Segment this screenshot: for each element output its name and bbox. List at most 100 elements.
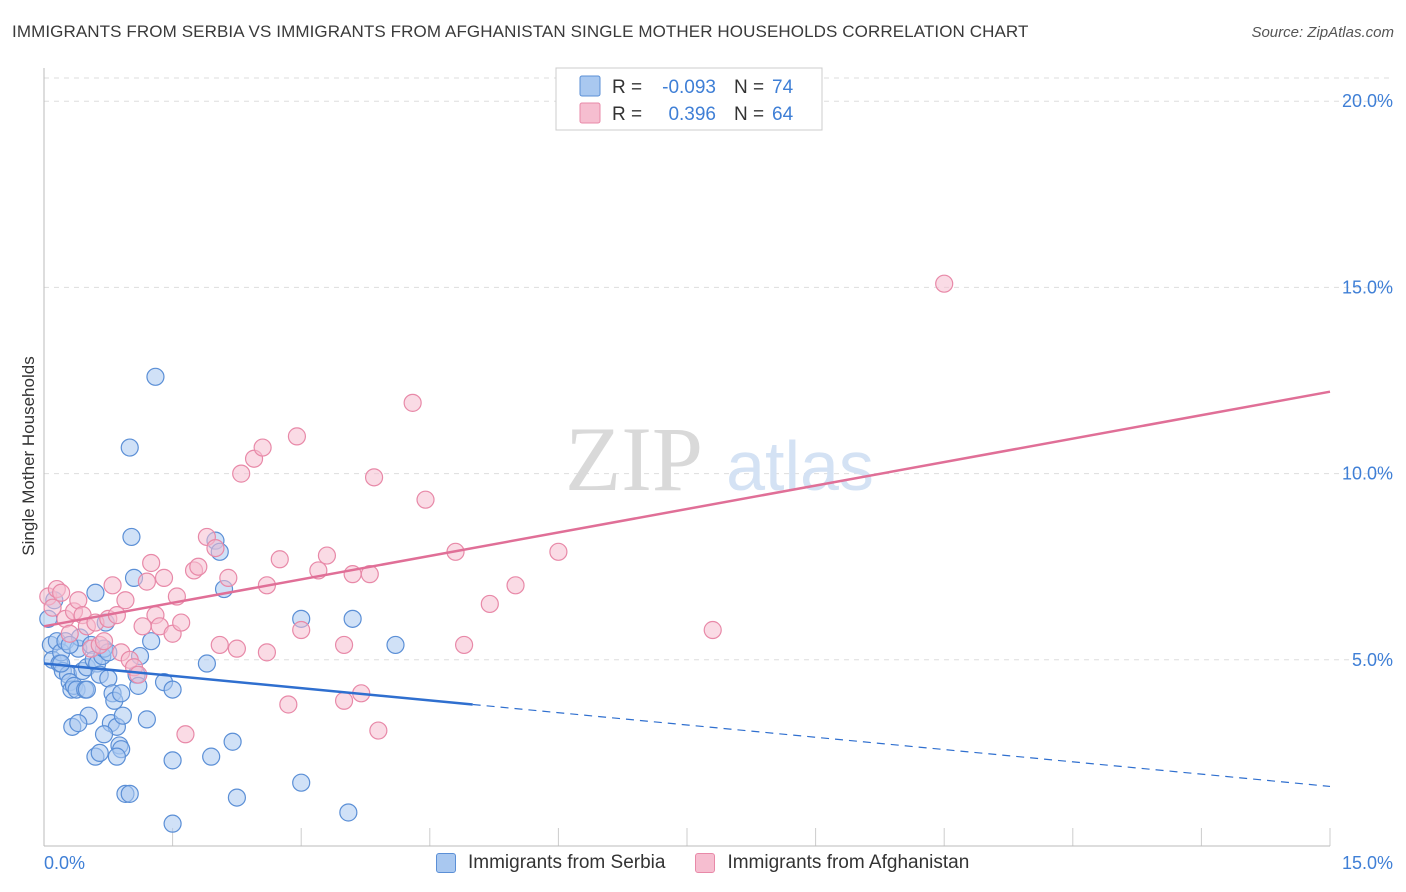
- legend-bottom-label-serbia: Immigrants from Serbia: [468, 852, 666, 873]
- legend-r-value-serbia: -0.093: [662, 77, 716, 98]
- afghanistan-point: [172, 613, 191, 632]
- legend-n-value-serbia: 74: [772, 77, 794, 98]
- watermark-atlas: atlas: [726, 427, 874, 505]
- serbia-trend-line: [43, 662, 473, 706]
- legend-item-afghanistan: Immigrants from Afghanistan: [695, 852, 969, 874]
- serbia-point: [202, 747, 221, 766]
- afghanistan-point: [287, 427, 307, 446]
- afghanistan-trend-line: [43, 390, 1331, 628]
- serbia-point: [120, 784, 139, 803]
- serbia-point: [69, 714, 88, 733]
- y-tick-label: 10.0%: [1342, 464, 1393, 484]
- legend-r-label-afghanistan: R =: [612, 104, 642, 125]
- afghanistan-point: [279, 695, 298, 714]
- serbia-point: [163, 680, 182, 699]
- serbia-point: [339, 803, 358, 822]
- serbia-point: [386, 635, 405, 655]
- legend-r-value-afghanistan: 0.396: [668, 104, 716, 125]
- watermark-zip: ZIP: [565, 408, 703, 510]
- afghanistan-point: [206, 538, 225, 558]
- legend-top: R = -0.093 N = 74 R = 0.396 N = 64: [555, 67, 823, 131]
- serbia-point: [142, 632, 161, 651]
- serbia-point: [112, 684, 131, 703]
- legend-item-serbia: Immigrants from Serbia: [436, 852, 665, 874]
- afghanistan-point: [219, 568, 238, 587]
- afghanistan-point: [176, 725, 195, 744]
- afghanistan-point: [369, 721, 388, 740]
- serbia-point: [227, 788, 246, 807]
- y-tick-label: 15.0%: [1342, 277, 1393, 297]
- afghanistan-point: [52, 583, 71, 602]
- serbia-point: [120, 438, 139, 457]
- legend-bottom-swatch-serbia: [436, 853, 456, 873]
- y-tick-label: 5.0%: [1352, 650, 1393, 670]
- source-label: Source: ZipAtlas.com: [1251, 24, 1394, 41]
- afghanistan-point: [154, 568, 174, 587]
- serbia-point: [86, 583, 105, 602]
- afghanistan-point: [257, 643, 277, 662]
- afghanistan-point: [60, 624, 79, 643]
- series-serbia-points: [39, 367, 405, 833]
- serbia-point: [223, 732, 242, 751]
- legend-r-label-serbia: R =: [612, 77, 642, 98]
- serbia-point: [197, 654, 216, 673]
- serbia-point: [113, 706, 132, 725]
- afghanistan-point: [116, 591, 135, 610]
- afghanistan-point: [43, 598, 62, 617]
- serbia-point: [107, 747, 126, 766]
- tick-labels: 5.0% 10.0% 15.0% 20.0% 0.0% 15.0%: [44, 91, 1393, 873]
- afghanistan-point: [703, 620, 722, 640]
- serbia-point: [90, 743, 109, 763]
- afghanistan-point: [364, 468, 384, 487]
- series-afghanistan-points: [39, 274, 954, 744]
- afghanistan-point: [227, 639, 246, 658]
- afghanistan-point: [292, 620, 311, 640]
- serbia-point: [77, 680, 96, 699]
- afghanistan-point: [334, 691, 354, 710]
- legend-swatch-afghanistan: [579, 102, 601, 124]
- serbia-point: [146, 367, 165, 386]
- legend-n-label-afghanistan: N =: [734, 104, 764, 125]
- afghanistan-point: [270, 550, 289, 569]
- legend-bottom: Immigrants from Serbia Immigrants from A…: [436, 852, 999, 874]
- serbia-point: [163, 814, 182, 833]
- afghanistan-point: [129, 665, 148, 684]
- serbia-point: [137, 710, 156, 729]
- legend-swatch-serbia: [579, 75, 601, 97]
- serbia-point: [343, 609, 362, 628]
- axes: [43, 68, 1330, 847]
- x-tick-label: 15.0%: [1342, 853, 1393, 873]
- trend-lines: [43, 390, 1331, 788]
- serbia-point: [292, 773, 311, 792]
- legend-n-value-afghanistan: 64: [772, 104, 794, 125]
- grid: [44, 77, 1392, 846]
- serbia-point: [122, 527, 141, 547]
- afghanistan-point: [317, 546, 337, 565]
- legend-bottom-label-afghanistan: Immigrants from Afghanistan: [727, 852, 970, 873]
- afghanistan-point: [210, 635, 229, 655]
- afghanistan-point: [142, 553, 161, 573]
- afghanistan-point: [403, 393, 422, 412]
- serbia-trend-line-extrapolated: [472, 703, 1331, 788]
- afghanistan-point: [334, 635, 354, 655]
- serbia-point: [94, 725, 114, 744]
- afghanistan-point: [94, 632, 114, 651]
- afghanistan-point: [454, 635, 474, 655]
- afghanistan-point: [935, 274, 954, 293]
- y-tick-label: 20.0%: [1342, 91, 1393, 111]
- afghanistan-point: [416, 490, 435, 509]
- legend-bottom-swatch-afghanistan: [695, 853, 716, 873]
- afghanistan-point: [232, 464, 251, 483]
- watermark: ZIP atlas: [565, 408, 874, 510]
- afghanistan-point: [189, 557, 208, 576]
- legend-n-label-serbia: N =: [734, 77, 764, 98]
- afghanistan-point: [549, 542, 568, 561]
- afghanistan-point: [253, 438, 272, 457]
- chart-title: IMMIGRANTS FROM SERBIA VS IMMIGRANTS FRO…: [12, 22, 1029, 41]
- afghanistan-point: [137, 572, 156, 591]
- x-tick-label: 0.0%: [44, 853, 85, 873]
- afghanistan-point: [103, 576, 122, 595]
- afghanistan-point: [506, 576, 525, 595]
- serbia-point: [163, 751, 182, 770]
